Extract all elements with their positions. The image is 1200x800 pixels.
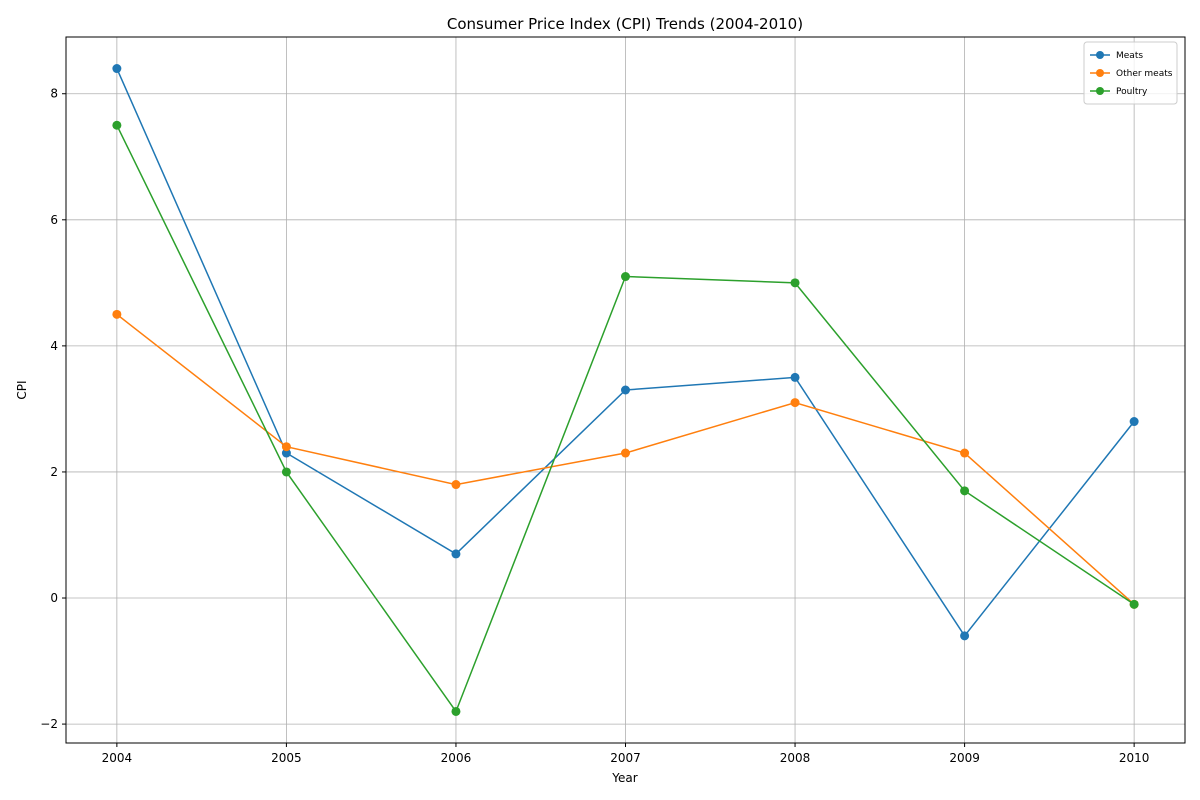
x-tick-label: 2006 [441, 751, 472, 765]
x-tick-label: 2009 [949, 751, 980, 765]
chart-title: Consumer Price Index (CPI) Trends (2004-… [447, 15, 803, 33]
data-point-poultry [621, 272, 630, 282]
legend-marker-other-meats [1096, 69, 1104, 77]
legend-marker-meats [1096, 51, 1104, 59]
data-point-meats [621, 385, 630, 395]
data-point-other-meats [451, 480, 461, 490]
data-point-other-meats [790, 398, 800, 408]
x-axis-title: Year [611, 771, 637, 785]
y-tick-label: −2 [40, 717, 58, 731]
series-layer [112, 64, 1139, 716]
data-point-meats [960, 631, 970, 641]
x-tick-label: 2007 [610, 751, 641, 765]
data-point-meats [281, 448, 291, 458]
data-point-other-meats [621, 448, 630, 458]
x-tick-label: 2005 [271, 751, 302, 765]
data-point-poultry [451, 706, 461, 716]
data-point-meats [451, 549, 461, 559]
data-point-other-meats [112, 309, 122, 319]
data-point-poultry [281, 467, 291, 477]
legend-label-poultry: Poultry [1116, 87, 1148, 97]
x-tick-label: 2008 [780, 751, 811, 765]
y-tick-label: 4 [50, 339, 58, 353]
data-point-meats [112, 64, 122, 74]
series-poultry [112, 120, 1139, 716]
y-tick-label: 2 [50, 465, 58, 479]
data-point-poultry [960, 486, 970, 496]
data-point-poultry [790, 278, 800, 288]
data-point-other-meats [960, 448, 970, 458]
legend-box [1083, 41, 1178, 105]
data-point-meats [790, 372, 800, 382]
data-point-other-meats [281, 442, 291, 452]
x-tick-label: 2004 [102, 751, 133, 765]
legend: Meats Other meats Poultry [1083, 41, 1178, 105]
y-axis-title: CPI [15, 380, 29, 399]
data-point-poultry [112, 120, 122, 130]
y-tick-label: 6 [50, 213, 58, 227]
axis-ticks: 2004 2005 2006 2007 2008 2009 2010 −2 0 2 4 6 8 [40, 87, 1149, 765]
legend-label-other-meats: Other meats [1116, 69, 1173, 79]
grid [66, 37, 1185, 743]
data-point-meats [1129, 417, 1139, 427]
y-tick-label: 8 [50, 87, 58, 101]
x-tick-label: 2010 [1119, 751, 1150, 765]
series-meats [112, 64, 1139, 641]
legend-marker-poultry [1096, 87, 1104, 95]
legend-label-meats: Meats [1116, 51, 1143, 61]
y-tick-label: 0 [50, 591, 58, 605]
data-point-poultry [1129, 599, 1139, 609]
